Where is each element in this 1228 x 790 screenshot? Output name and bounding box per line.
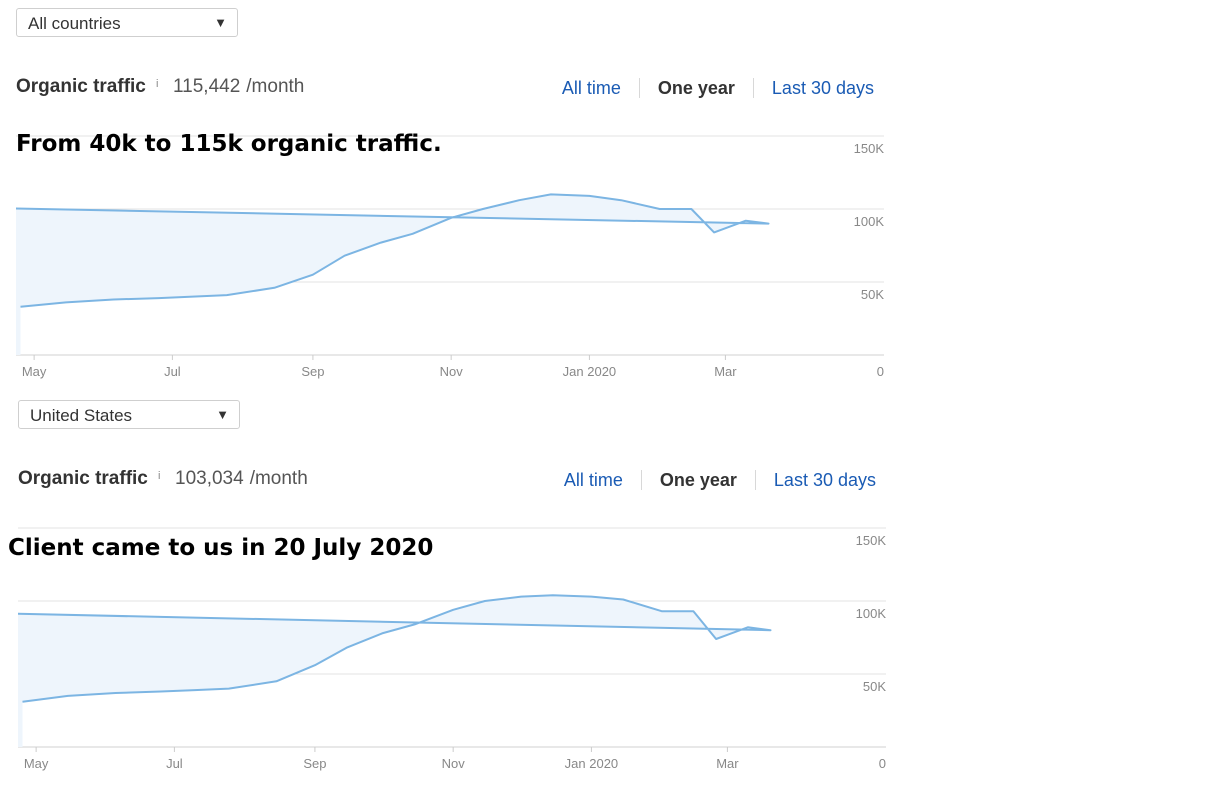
series-area (16, 194, 769, 355)
y-tick-label: 100K (856, 606, 887, 621)
metric-label: Organic traffic (18, 468, 148, 489)
tab-divider (752, 78, 754, 98)
y-tick-label: 0 (879, 756, 886, 771)
info-icon[interactable]: i (158, 470, 161, 482)
chevron-down-icon: ▼ (214, 15, 227, 30)
country-select-value: All countries (28, 14, 121, 33)
series-line (18, 594, 772, 703)
y-tick-label: 150K (856, 533, 887, 548)
x-tick-label: May (24, 756, 49, 771)
traffic-chart: 50K 100K 150K 0 May Jul Sep Nov Jan 2020 Mar (16, 135, 885, 379)
metric-value: 103,034/month (175, 468, 308, 490)
tab-all-time[interactable]: All time (561, 78, 621, 98)
info-icon[interactable]: i (156, 78, 159, 90)
metric-value-unit: /month (249, 468, 308, 489)
x-tick-label: Sep (303, 756, 326, 771)
x-tick-label: Jan 2020 (565, 756, 619, 771)
x-tick-label: Nov (440, 364, 464, 379)
tab-divider (754, 470, 756, 490)
chart-annotation: Client came to us in 20 July 2020 (8, 535, 434, 561)
metric-label: Organic traffic (16, 76, 146, 97)
tab-divider (640, 470, 642, 490)
x-tick-label: Sep (301, 364, 324, 379)
tab-all-time[interactable]: All time (563, 470, 623, 490)
y-tick-label: 50K (863, 679, 886, 694)
traffic-chart: 50K 100K 150K 0 May Jul Sep Nov Jan 2020 Mar (18, 527, 887, 771)
country-select[interactable]: All countries ▼ (16, 8, 238, 37)
x-tick-label: Mar (714, 364, 737, 379)
metric-value-number: 103,034 (175, 468, 244, 489)
tab-divider (638, 78, 640, 98)
tab-last-30-days[interactable]: Last 30 days (771, 78, 874, 98)
x-tick-label: May (22, 364, 47, 379)
range-tabs: All time One year Last 30 days (544, 77, 874, 99)
x-tick-label: Jul (166, 756, 183, 771)
traffic-panel-united-states: United States ▼ Organic traffic i 103,03… (8, 400, 898, 790)
country-select-value: United States (30, 406, 133, 425)
chevron-down-icon: ▼ (216, 407, 229, 422)
traffic-panel-all-countries: All countries ▼ Organic traffic i 115,44… (16, 8, 896, 398)
y-tick-label: 100K (854, 214, 885, 229)
series-area (18, 595, 771, 747)
tab-last-30-days[interactable]: Last 30 days (773, 470, 876, 490)
range-tabs: All time One year Last 30 days (546, 469, 876, 491)
metric-value-number: 115,442 (173, 76, 241, 97)
country-select[interactable]: United States ▼ (18, 400, 240, 429)
metric-value: 115,442/month (173, 76, 304, 98)
x-tick-label: Mar (716, 756, 739, 771)
series-line (16, 193, 770, 308)
x-tick-label: Jul (164, 364, 181, 379)
tab-one-year[interactable]: One year (657, 78, 735, 98)
x-tick-label: Jan 2020 (563, 364, 617, 379)
metric-value-unit: /month (246, 76, 305, 97)
y-tick-label: 0 (877, 364, 884, 379)
y-tick-label: 150K (854, 141, 885, 156)
tab-one-year[interactable]: One year (659, 470, 737, 490)
y-tick-label: 50K (861, 287, 884, 302)
chart-annotation: From 40k to 115k organic traffic. (16, 131, 442, 157)
x-tick-label: Nov (442, 756, 466, 771)
